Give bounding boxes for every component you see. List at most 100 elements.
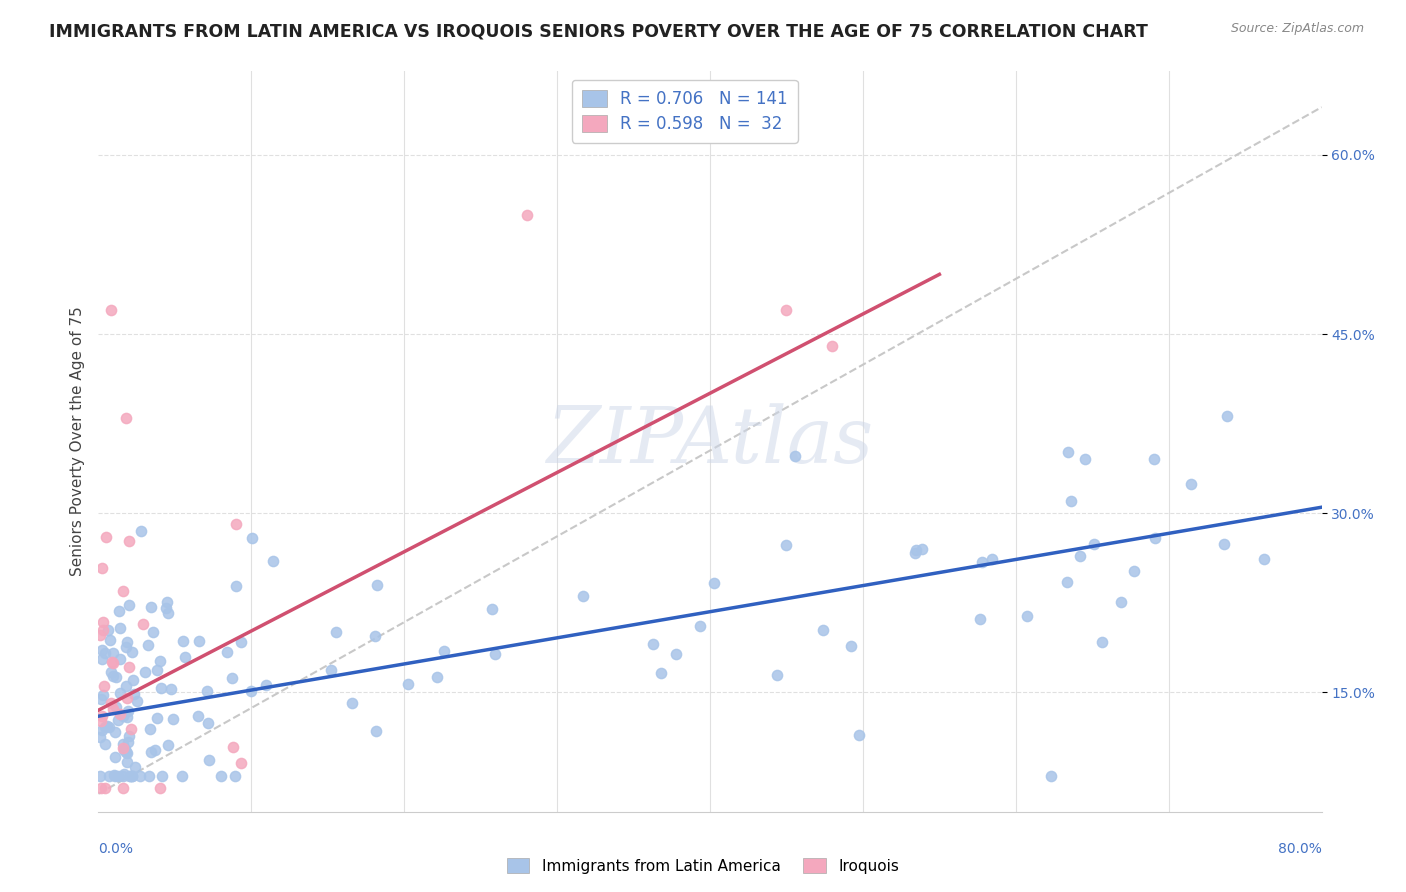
Point <box>122 687 145 701</box>
Point <box>104 769 127 783</box>
Text: Source: ZipAtlas.com: Source: ZipAtlas.com <box>1230 22 1364 36</box>
Point <box>128 769 150 783</box>
Point <box>240 683 263 698</box>
Point <box>121 673 143 687</box>
Point <box>115 410 138 425</box>
Point <box>101 646 124 660</box>
Point <box>195 684 218 698</box>
Point <box>118 729 141 743</box>
Point <box>1216 409 1239 424</box>
Point <box>775 303 797 318</box>
Point <box>839 639 862 653</box>
Point <box>105 700 128 714</box>
Point <box>100 696 122 710</box>
Point <box>115 640 138 655</box>
Point <box>93 679 115 693</box>
Point <box>222 739 245 754</box>
Legend: Immigrants from Latin America, Iroquois: Immigrants from Latin America, Iroquois <box>501 852 905 880</box>
Point <box>1040 769 1063 783</box>
Point <box>970 556 993 570</box>
Point <box>96 719 118 733</box>
Point <box>139 722 162 736</box>
Point <box>156 606 179 620</box>
Point <box>1060 493 1083 508</box>
Point <box>785 449 807 463</box>
Point <box>94 720 117 734</box>
Point <box>90 709 112 723</box>
Point <box>229 756 252 771</box>
Point <box>225 516 247 531</box>
Point <box>145 663 167 677</box>
Point <box>111 741 134 756</box>
Point <box>572 589 595 603</box>
Point <box>969 612 991 626</box>
Point <box>325 624 347 639</box>
Point <box>89 769 111 783</box>
Point <box>143 743 166 757</box>
Point <box>1180 476 1202 491</box>
Point <box>775 538 797 552</box>
Point <box>134 665 156 679</box>
Point <box>124 760 146 774</box>
Point <box>149 681 172 695</box>
Point <box>1109 595 1132 609</box>
Point <box>240 531 263 545</box>
Point <box>108 621 131 635</box>
Point <box>117 704 139 718</box>
Point <box>197 753 219 767</box>
Point <box>139 745 162 759</box>
Point <box>765 667 787 681</box>
Point <box>197 716 219 731</box>
Point <box>516 208 538 222</box>
Point <box>263 554 285 568</box>
Point <box>156 738 179 752</box>
Point <box>811 623 834 637</box>
Point <box>1144 531 1167 545</box>
Point <box>1122 565 1144 579</box>
Point <box>117 746 139 760</box>
Point <box>104 750 127 764</box>
Point <box>112 767 135 781</box>
Point <box>110 686 132 700</box>
Text: 0.0%: 0.0% <box>98 841 134 855</box>
Point <box>172 633 194 648</box>
Legend: R = 0.706   N = 141, R = 0.598   N =  32: R = 0.706 N = 141, R = 0.598 N = 32 <box>572 79 797 143</box>
Point <box>108 604 131 618</box>
Point <box>1017 608 1039 623</box>
Point <box>848 728 870 742</box>
Point <box>96 623 118 637</box>
Point <box>89 780 111 795</box>
Point <box>100 303 122 318</box>
Text: IMMIGRANTS FROM LATIN AMERICA VS IROQUOIS SENIORS POVERTY OVER THE AGE OF 75 COR: IMMIGRANTS FROM LATIN AMERICA VS IROQUOI… <box>49 22 1149 40</box>
Point <box>149 780 172 795</box>
Point <box>142 624 165 639</box>
Point <box>90 714 112 728</box>
Point <box>187 634 209 648</box>
Point <box>1213 537 1236 551</box>
Point <box>93 615 115 629</box>
Point <box>91 652 114 666</box>
Point <box>209 769 232 783</box>
Y-axis label: Seniors Poverty Over the Age of 75: Seniors Poverty Over the Age of 75 <box>69 307 84 576</box>
Point <box>641 637 664 651</box>
Point <box>103 768 125 782</box>
Point <box>217 645 239 659</box>
Point <box>100 632 122 647</box>
Point <box>111 583 134 598</box>
Text: 80.0%: 80.0% <box>1278 841 1322 855</box>
Point <box>481 602 503 616</box>
Point <box>170 769 193 783</box>
Point <box>104 669 127 683</box>
Point <box>93 780 115 795</box>
Point <box>821 339 844 353</box>
Point <box>139 599 162 614</box>
Point <box>100 656 122 670</box>
Point <box>1091 635 1114 649</box>
Point <box>221 671 243 685</box>
Point <box>1056 444 1078 458</box>
Point <box>340 696 363 710</box>
Point <box>115 710 138 724</box>
Point <box>103 669 125 683</box>
Point <box>1253 552 1275 566</box>
Point <box>160 682 183 697</box>
